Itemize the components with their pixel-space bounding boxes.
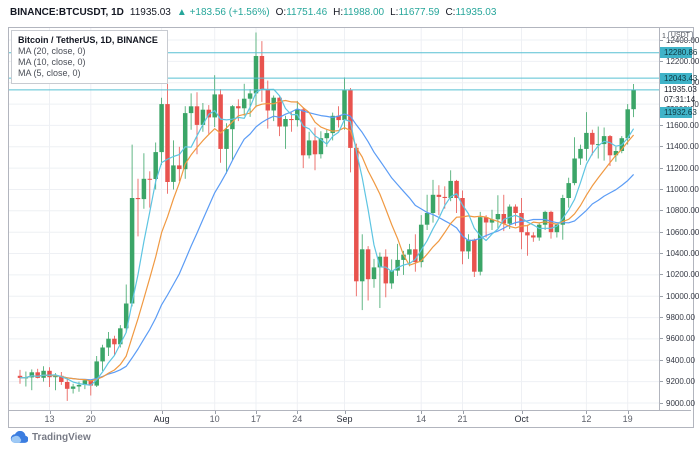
price-tick-label: 11400.00 xyxy=(660,142,699,151)
price-level-label[interactable]: 12280.86 xyxy=(660,47,697,59)
price-axis-unit[interactable]: 1 USDT xyxy=(662,31,693,41)
price-tick-label: 10600.00 xyxy=(660,228,699,237)
time-tick-mark xyxy=(161,411,163,414)
time-axis-label: 12 xyxy=(581,414,592,424)
price-tick-label: 10800.00 xyxy=(660,206,699,215)
symbol-header: BINANCE:BTCUSDT, 1D 11935.03 ▲ +183.56 (… xyxy=(10,7,496,18)
price-level-label[interactable]: 12043.43 xyxy=(660,72,697,84)
time-tick-mark xyxy=(49,411,51,414)
time-axis[interactable]: 13 20 Aug 10 17 24 Sep 14 21 Oct 12 19 xyxy=(9,410,691,426)
time-axis-label: 24 xyxy=(292,414,303,424)
legend-ma-5[interactable]: MA (5, close, 0) xyxy=(18,68,81,78)
price-axis[interactable]: 1 USDT 9000.00 9200.00 9400.00 9600.00 9800.… xyxy=(659,28,699,410)
price-tick-label: 11600.00 xyxy=(660,121,699,130)
usdt-unit-badge: USDT xyxy=(667,31,693,41)
time-tick-mark xyxy=(214,411,216,414)
time-axis-label: Oct xyxy=(514,414,529,424)
legend-ma-20[interactable]: MA (20, close, 0) xyxy=(18,46,86,56)
time-axis-label: Aug xyxy=(153,414,170,424)
tradingview-logo[interactable]: TradingView xyxy=(10,431,91,444)
time-axis-label: 13 xyxy=(44,414,55,424)
price-tick-label: 10400.00 xyxy=(660,249,699,258)
time-tick-mark xyxy=(90,411,92,414)
price-tick-label: 9000.00 xyxy=(660,399,695,408)
time-tick-mark xyxy=(344,411,346,414)
bar-countdown: 07:31:14 xyxy=(664,95,696,105)
moving-averages-layer xyxy=(19,88,635,386)
price-tick-label: 9400.00 xyxy=(660,356,695,365)
time-axis-label: 17 xyxy=(250,414,261,424)
price-level-label[interactable]: 11932.63 xyxy=(660,107,697,119)
price-tick-label: 9200.00 xyxy=(660,377,695,386)
price-tick-label: 10200.00 xyxy=(660,270,699,279)
last-price-value: 11935.03 xyxy=(664,85,697,95)
candles-layer xyxy=(17,32,636,401)
tradingview-logo-text: TradingView xyxy=(32,432,91,443)
time-axis-label: 21 xyxy=(457,414,468,424)
ohlc-high: H:11988.00 xyxy=(333,7,385,18)
last-price-label: 11935.03 07:31:14 xyxy=(660,84,697,107)
time-tick-mark xyxy=(462,411,464,414)
price-tick-label: 10000.00 xyxy=(660,292,699,301)
time-tick-mark xyxy=(586,411,588,414)
time-tick-mark xyxy=(521,411,523,414)
time-axis-label: Sep xyxy=(336,414,353,424)
cloud-logo-icon xyxy=(10,431,28,443)
time-axis-label: 14 xyxy=(416,414,427,424)
symbol-title[interactable]: BINANCE:BTCUSDT, 1D xyxy=(10,7,124,18)
price-tick-label: 9800.00 xyxy=(660,313,695,322)
legend-symbol-title[interactable]: Bitcoin / TetherUS, 1D, BINANCE xyxy=(18,35,158,45)
time-tick-mark xyxy=(297,411,299,414)
legend-ma-10[interactable]: MA (10, close, 0) xyxy=(18,57,86,67)
time-tick-mark xyxy=(256,411,257,414)
time-axis-label: 19 xyxy=(622,414,633,424)
ohlc-low: L:11677.59 xyxy=(390,7,440,18)
time-axis-label: 20 xyxy=(85,414,96,424)
ohlc-close: C:11935.03 xyxy=(445,7,497,18)
price-tick-label: 12200.00 xyxy=(660,57,699,66)
chart-area[interactable]: Bitcoin / TetherUS, 1D, BINANCE MA (20, … xyxy=(8,27,699,428)
price-change: +183.56 (+1.56%) xyxy=(189,7,270,18)
price-tick-label: 11000.00 xyxy=(660,185,699,194)
price-tick-label: 9600.00 xyxy=(660,334,695,343)
time-tick-mark xyxy=(421,411,423,414)
ohlc-open: O:11751.46 xyxy=(275,7,328,18)
up-arrow-icon: ▲ xyxy=(176,7,187,18)
time-tick-mark xyxy=(627,411,629,414)
price-tick-label: 11200.00 xyxy=(660,164,699,173)
candlestick-plot[interactable] xyxy=(9,28,659,410)
last-price: 11935.03 xyxy=(129,7,171,18)
legend-panel: Bitcoin / TetherUS, 1D, BINANCE MA (20, … xyxy=(11,30,168,84)
time-axis-label: 10 xyxy=(209,414,220,424)
